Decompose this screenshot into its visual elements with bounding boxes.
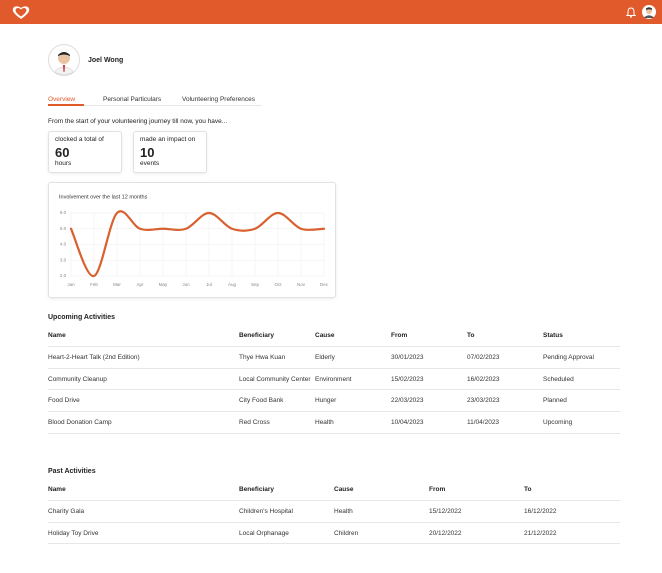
row-divider [48,521,620,523]
column-header: Status [543,332,563,339]
line [69,210,326,278]
table-cell: Red Cross [239,419,270,427]
x-tick-label: Feb [90,282,98,287]
table-cell: 15/02/2023 [391,375,424,383]
section-title: Upcoming Activities [48,314,116,321]
y-tick-label: 3.0 [60,257,67,262]
x-tick-label: Mar [113,282,121,287]
table-cell: Charity Gala [48,508,85,515]
chart-title: Involvement over the last 12 months [59,194,148,200]
tab[interactable]: Volunteering Preferences [182,96,255,103]
table-cell: Community Cleanup [48,375,107,383]
table-cell: 20/12/2022 [429,529,462,537]
x-tick-label: Oct [274,282,282,287]
stat-value: 10 [140,145,155,160]
stat-card [133,131,207,173]
table-cell: Thye Hwa Kuan [239,354,286,361]
table-cell: Children's Hospital [239,508,293,515]
x-tick-label: Dec [320,282,329,287]
column-header: To [524,486,532,493]
column-header: From [429,486,446,493]
table-cell: Children [334,529,359,537]
table-cell: City Food Bank [239,397,284,405]
table-cell: Upcoming [543,419,573,427]
x-tick-label: Nov [297,282,306,287]
x-tick-label: Jul [206,282,212,287]
x-tick-label: Jan [67,282,75,287]
stat-caption: made an impact on [140,136,196,143]
table-cell: Heart-2-Heart Talk (2nd Edition) [48,354,140,361]
account-avatar[interactable] [642,5,656,19]
table-cell: 16/12/2022 [524,508,557,515]
x-tick-label: Aug [228,282,237,287]
table-cell: Health [315,419,334,427]
x-tick-label: May [159,282,168,287]
column-header: Cause [334,486,354,493]
chart: Involvement over the last 12 months 2.0 3… [59,194,329,287]
section-title: Past Activities [48,468,96,475]
table-cell: 23/03/2023 [467,397,500,405]
column-header: Cause [315,332,335,339]
table-cell: Local Community Center [239,375,311,383]
tab[interactable]: Personal Particulars [103,96,162,103]
column-header: From [391,332,408,339]
row-divider [48,500,620,501]
tab[interactable]: Overview [48,96,76,103]
table-cell: 15/12/2022 [429,508,462,515]
profile-name: Joel Wong [88,57,124,64]
stat-caption: clocked a total of [55,136,104,143]
notification-bell[interactable] [626,7,636,18]
column-header: To [467,332,475,339]
table-cell: 10/04/2023 [391,419,424,427]
y-tick-label: 6.0 [60,210,67,215]
stat-unit: events [140,160,160,167]
top-bar [0,0,662,24]
row-divider [48,432,620,434]
y-tick-label: 4.0 [60,242,67,247]
table-cell: Food Drive [48,397,80,405]
table-cell: 07/02/2023 [467,354,500,361]
y-tick-label: 5.0 [60,226,67,231]
logo[interactable] [12,5,30,20]
table-cell: Pending Approval [543,354,594,361]
intro-text: From the start of your volunteering jour… [48,118,228,125]
x-tick-label: Sep [251,282,260,287]
table-cell: 11/04/2023 [467,419,500,427]
table-cell: 30/01/2023 [391,354,424,361]
stat-unit: hours [55,160,72,167]
table-cell: Health [334,508,353,515]
table-cell: Environment [315,375,352,383]
x-tick-label: Apr [136,282,144,287]
table-cell: Blood Donation Camp [48,419,112,427]
profile-avatar [48,44,80,76]
table-cell: Elderly [315,354,335,361]
table-cell: Scheduled [543,375,574,383]
row-divider [48,367,620,369]
stat-card [48,131,122,173]
table-cell: Hunger [315,397,337,405]
table-cell: Local Orphanage [239,529,289,537]
stat-value: 60 [55,145,70,160]
row-divider [48,346,620,347]
column-header: Name [48,332,66,339]
row-divider [48,543,620,545]
row-divider [48,410,620,412]
table-cell: Holiday Toy Drive [48,529,99,537]
table-cell: 22/03/2023 [391,397,424,405]
table-cell: 16/02/2023 [467,375,500,383]
y-tick-label: 2.0 [60,273,67,278]
column-header: Beneficiary [239,332,275,339]
row-divider [48,389,620,391]
chart-card: Involvement over the last 12 months 2.0 3… [48,182,336,298]
tab-divider [48,105,262,106]
table-cell: 21/12/2022 [524,529,557,537]
table-cell: Planned [543,397,567,405]
column-header: Name [48,486,66,493]
x-tick-label: Jun [182,282,190,287]
tab-indicator [48,104,84,106]
column-header: Beneficiary [239,486,275,493]
